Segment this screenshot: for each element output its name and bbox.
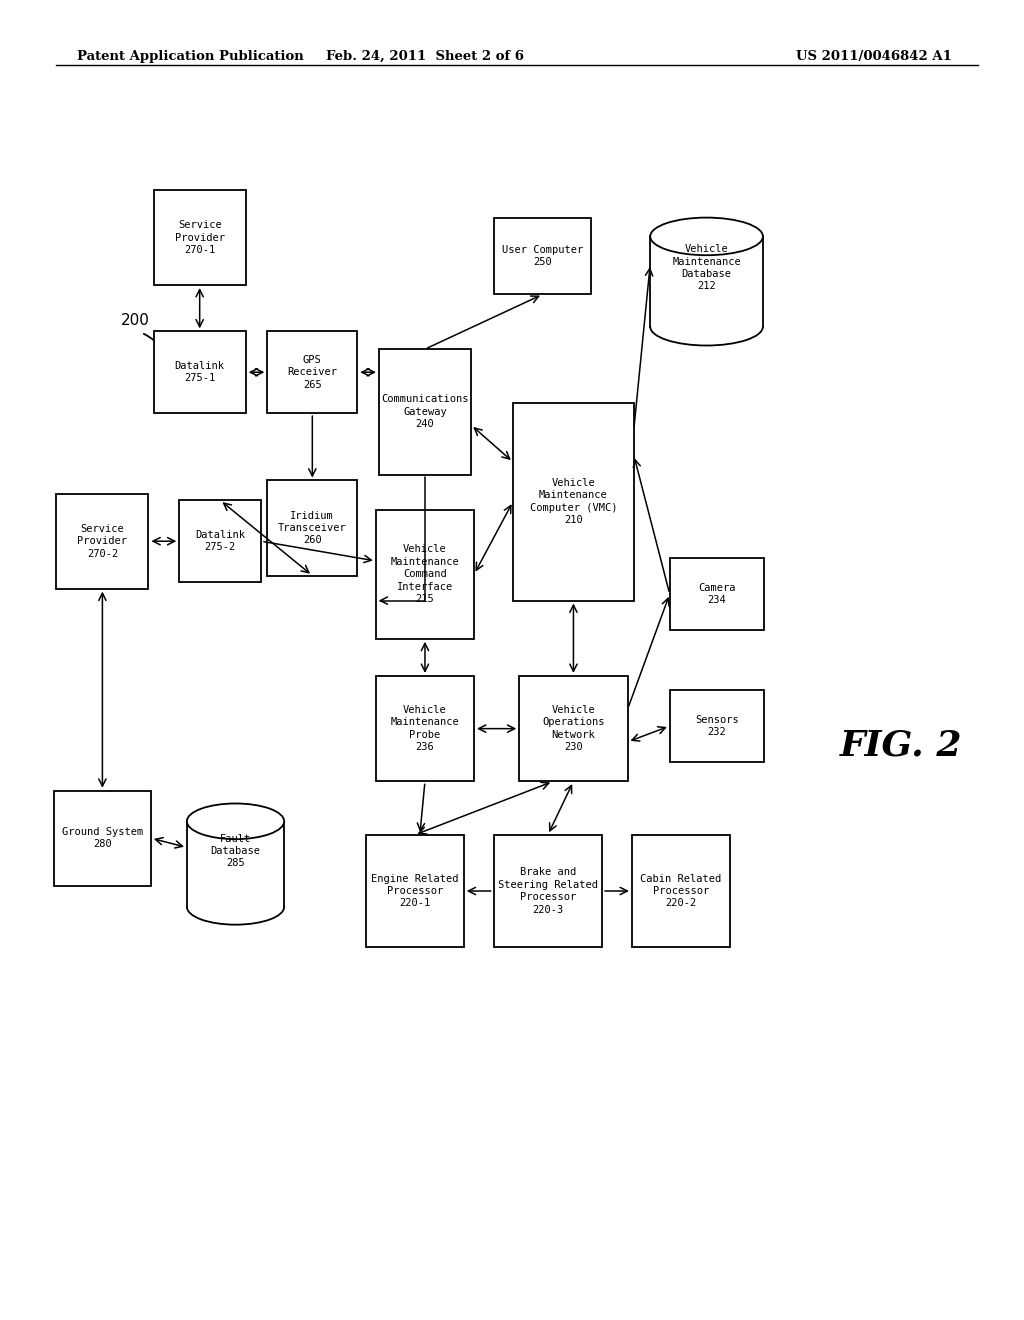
Text: Service
Provider
270-1: Service Provider 270-1 bbox=[175, 220, 224, 255]
Text: Brake and
Steering Related
Processor
220-3: Brake and Steering Related Processor 220… bbox=[498, 867, 598, 915]
Bar bbox=[519, 676, 628, 781]
Text: User Computer
250: User Computer 250 bbox=[502, 246, 584, 267]
Bar bbox=[632, 834, 730, 948]
Bar bbox=[154, 331, 246, 413]
Text: Sensors
232: Sensors 232 bbox=[695, 715, 738, 737]
Ellipse shape bbox=[650, 218, 763, 255]
Text: FIG. 2: FIG. 2 bbox=[840, 729, 963, 763]
Bar bbox=[267, 480, 357, 576]
Text: Camera
234: Camera 234 bbox=[698, 583, 735, 605]
Bar bbox=[513, 403, 634, 601]
Bar bbox=[366, 834, 464, 948]
Bar bbox=[494, 834, 602, 948]
Text: Vehicle
Maintenance
Computer (VMC)
210: Vehicle Maintenance Computer (VMC) 210 bbox=[529, 478, 617, 525]
Bar bbox=[376, 510, 474, 639]
Text: Fault
Database
285: Fault Database 285 bbox=[211, 834, 260, 869]
Text: US 2011/0046842 A1: US 2011/0046842 A1 bbox=[797, 50, 952, 63]
Text: Datalink
275-2: Datalink 275-2 bbox=[196, 531, 245, 552]
Text: Vehicle
Maintenance
Command
Interface
215: Vehicle Maintenance Command Interface 21… bbox=[390, 544, 460, 605]
Text: 200: 200 bbox=[121, 313, 150, 329]
Bar bbox=[154, 190, 246, 285]
Text: GPS
Receiver
265: GPS Receiver 265 bbox=[288, 355, 337, 389]
Bar bbox=[376, 676, 474, 781]
Text: Iridium
Transceiver
260: Iridium Transceiver 260 bbox=[278, 511, 347, 545]
Text: Engine Related
Processor
220-1: Engine Related Processor 220-1 bbox=[371, 874, 459, 908]
Text: Datalink
275-1: Datalink 275-1 bbox=[175, 362, 224, 383]
Bar bbox=[267, 331, 357, 413]
Bar bbox=[379, 350, 471, 475]
Bar bbox=[54, 791, 152, 886]
Ellipse shape bbox=[186, 804, 285, 840]
Text: Cabin Related
Processor
220-2: Cabin Related Processor 220-2 bbox=[640, 874, 722, 908]
Bar bbox=[56, 494, 148, 589]
Bar bbox=[495, 218, 592, 294]
Bar bbox=[179, 500, 261, 582]
Text: Vehicle
Operations
Network
230: Vehicle Operations Network 230 bbox=[542, 705, 605, 752]
Text: Vehicle
Maintenance
Database
212: Vehicle Maintenance Database 212 bbox=[672, 244, 741, 292]
Text: Communications
Gateway
240: Communications Gateway 240 bbox=[381, 395, 469, 429]
Text: Vehicle
Maintenance
Probe
236: Vehicle Maintenance Probe 236 bbox=[390, 705, 460, 752]
Text: Service
Provider
270-2: Service Provider 270-2 bbox=[78, 524, 127, 558]
Bar bbox=[670, 689, 764, 763]
Text: Patent Application Publication: Patent Application Publication bbox=[77, 50, 303, 63]
Text: Feb. 24, 2011  Sheet 2 of 6: Feb. 24, 2011 Sheet 2 of 6 bbox=[326, 50, 524, 63]
Text: Ground System
280: Ground System 280 bbox=[61, 828, 143, 849]
Bar bbox=[670, 557, 764, 630]
